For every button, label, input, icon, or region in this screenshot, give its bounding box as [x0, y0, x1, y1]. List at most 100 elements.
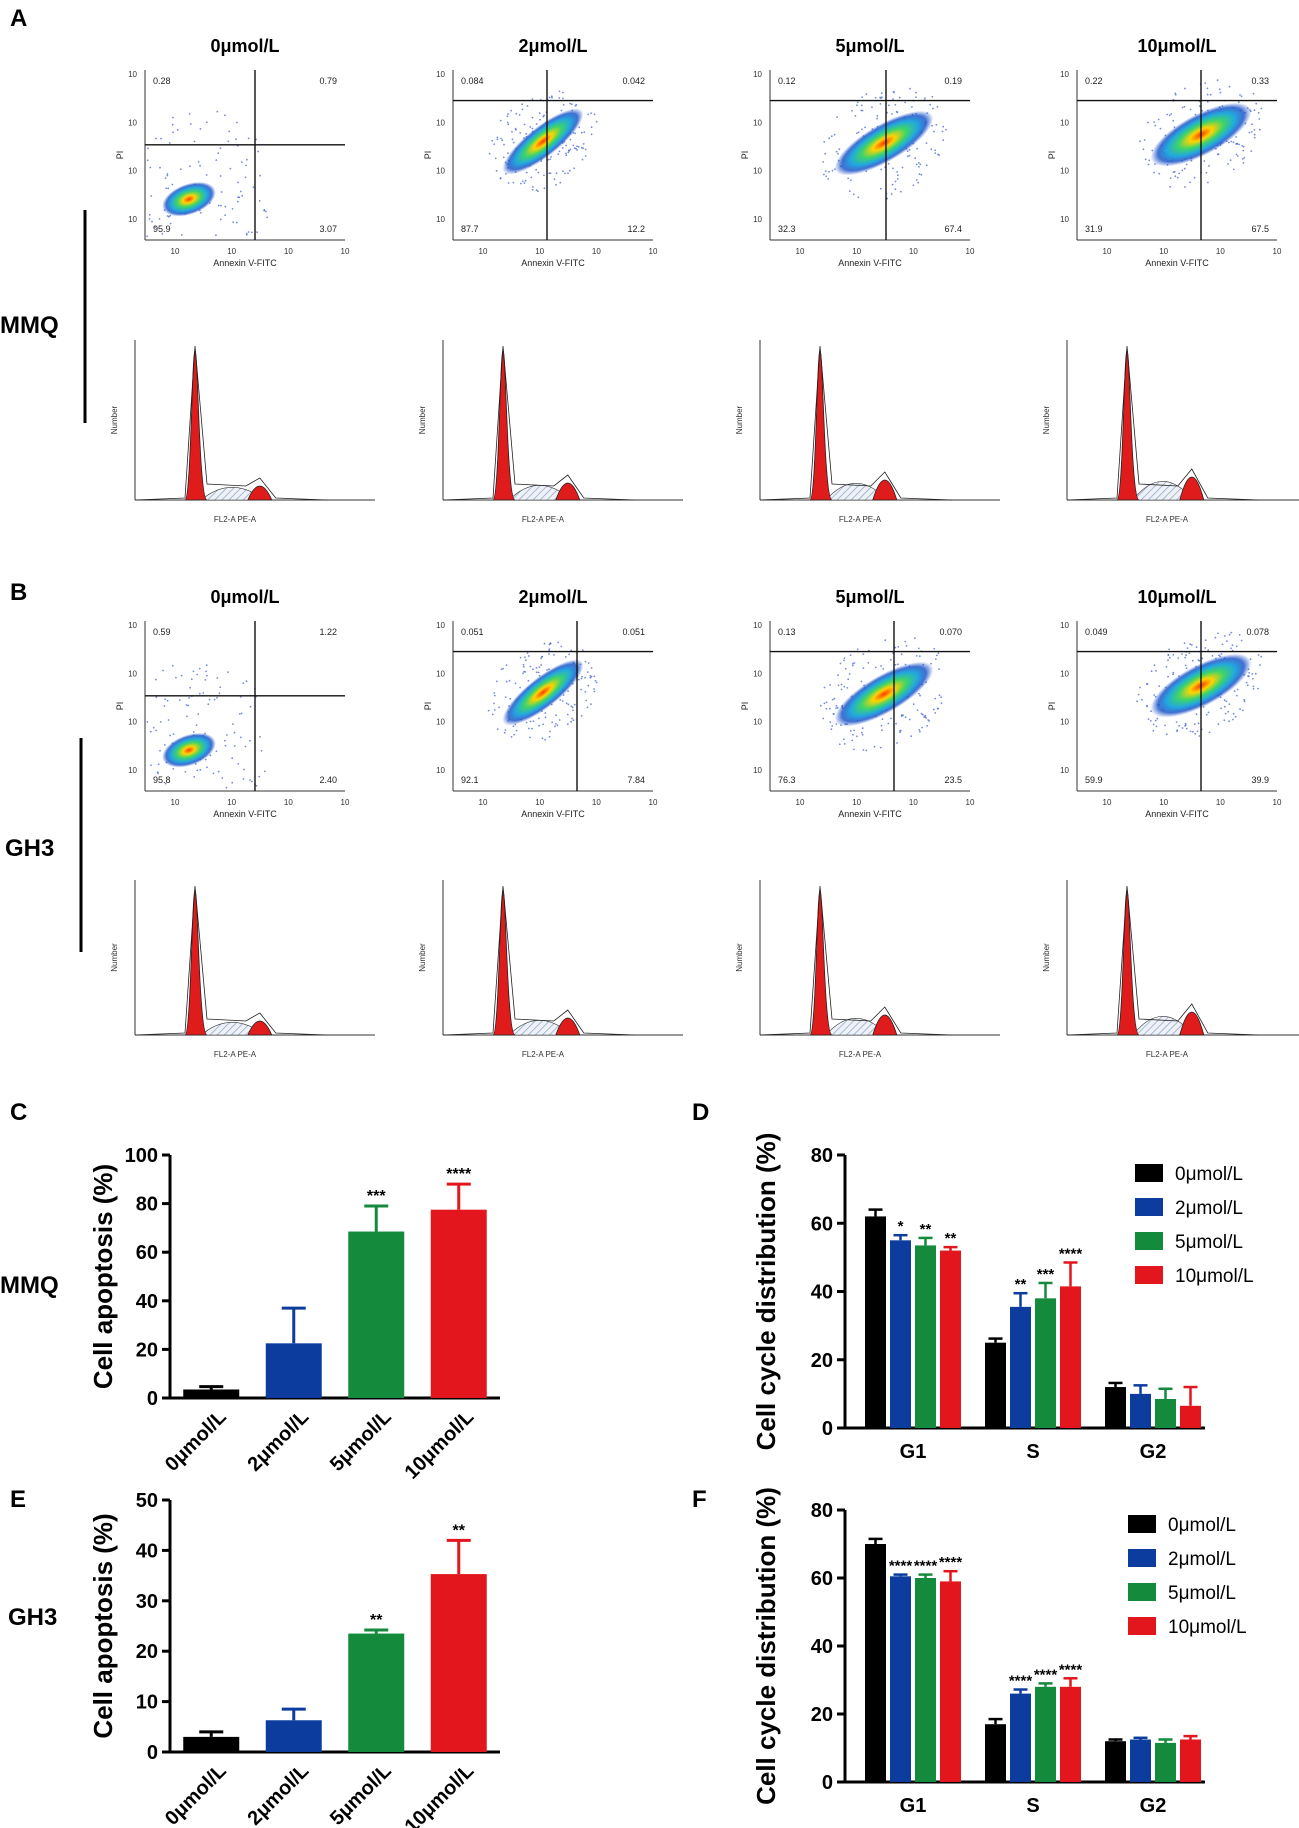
legend-swatch: [1135, 1198, 1163, 1216]
scatter-dot: [931, 124, 933, 127]
scatter-dot: [1223, 699, 1226, 702]
panel-label-d: D: [692, 1099, 709, 1126]
quadrant-ul-value: 0.28: [153, 76, 171, 86]
y-tick-label: 10: [436, 669, 445, 678]
scatter-dot: [1168, 114, 1171, 117]
legend-label: 5μmol/L: [1168, 1583, 1236, 1604]
scatter-dot: [245, 164, 248, 167]
scatter-dot: [910, 735, 913, 738]
scatter-dot: [899, 730, 901, 732]
quadrant-ll-value: 95.8: [153, 775, 171, 785]
scatter-dot: [570, 649, 573, 652]
scatter-dot: [548, 172, 551, 175]
scatter-dot: [918, 729, 921, 731]
scatter-dot: [493, 143, 496, 146]
scatter-dot: [828, 170, 830, 173]
scatter-dot: [861, 128, 863, 131]
scatter-dot: [197, 713, 200, 715]
scatter-dot: [1250, 150, 1253, 153]
scatter-dot: [584, 676, 586, 679]
scatter-dot: [249, 705, 252, 708]
scatter-dot: [524, 656, 526, 659]
quadrant-lr-value: 3.07: [319, 224, 337, 234]
scatter-dot: [206, 674, 208, 677]
scatter-dot: [938, 154, 941, 157]
scatter-dot: [824, 152, 827, 155]
scatter-dot: [555, 172, 558, 175]
bar-G2-2μmol/L: [1130, 1393, 1151, 1428]
scatter-y-label: PI: [115, 702, 125, 711]
chart-C: 0 20 40 60 80 100 Cell apoptosis (%) 0μmol/L 2μm…: [88, 1145, 500, 1484]
scatter-dot: [231, 208, 234, 210]
scatter-dot: [1153, 171, 1156, 174]
scatter-dot: [893, 91, 895, 94]
scatter-dot: [523, 123, 526, 126]
scatter-dot: [589, 676, 592, 679]
bar-G2-10μmol/L: [1180, 1739, 1201, 1782]
scatter-dot: [1248, 131, 1251, 134]
scatter-dot: [496, 138, 499, 141]
legend-label: 10μmol/L: [1168, 1617, 1247, 1638]
scatter-dot: [585, 699, 588, 702]
scatter-dot: [1253, 109, 1256, 112]
x-tick-label: G1: [900, 1795, 927, 1817]
scatter-dot: [918, 655, 921, 658]
scatter-dot: [912, 703, 915, 706]
scatter-dot: [494, 157, 497, 160]
scatter-x-label: Annexin V-FITC: [521, 809, 585, 819]
scatter-dot: [908, 148, 911, 151]
scatter-dot: [557, 153, 560, 156]
scatter-dot: [940, 702, 943, 704]
scatter-dot: [499, 177, 502, 180]
x-tick-label: 0μmol/L: [161, 1406, 231, 1476]
scatter-dot: [941, 130, 944, 133]
flow-panel-gh3-0: 0μmol/L 0.59 1.22 95.8 2.40 10 10 10 10 10 10 10 10 A…: [110, 587, 375, 1059]
y-tick-label: 10: [753, 167, 762, 176]
scatter-dot: [581, 158, 584, 161]
scatter-dot: [561, 147, 564, 149]
scatter-dot: [888, 104, 890, 107]
scatter-dot: [564, 172, 566, 175]
scatter-dot: [558, 97, 561, 99]
scatter-dot: [915, 91, 917, 94]
scatter-dot: [1252, 677, 1254, 680]
scatter-dot: [541, 737, 544, 740]
scatter-dot: [1169, 185, 1171, 188]
scatter-dot: [151, 220, 153, 223]
scatter-dot: [557, 641, 560, 644]
scatter-dot: [524, 180, 527, 182]
scatter-dot: [1172, 653, 1175, 656]
scatter-dot: [918, 692, 920, 695]
scatter-dot: [937, 652, 940, 655]
legend-swatch: [1135, 1266, 1163, 1284]
scatter-dot: [1193, 176, 1196, 179]
scatter-dot: [590, 133, 593, 136]
scatter-dot: [915, 163, 918, 166]
scatter-dot: [825, 175, 827, 178]
scatter-dot: [572, 144, 575, 147]
scatter-dot: [1224, 712, 1227, 715]
scatter-dot: [184, 771, 187, 773]
legend-label: 0μmol/L: [1168, 1515, 1236, 1536]
scatter-dot: [576, 145, 578, 148]
bar-G2-2μmol/L: [1130, 1739, 1151, 1782]
scatter-dot: [553, 654, 555, 656]
scatter-dot: [215, 234, 217, 237]
scatter-dot: [193, 140, 196, 143]
scatter-dot: [1146, 682, 1149, 685]
scatter-dot: [1243, 700, 1246, 703]
scatter-dot: [192, 670, 195, 673]
scatter-dot: [1205, 713, 1208, 716]
scatter-dot: [919, 694, 921, 697]
scatter-dot: [511, 138, 514, 141]
x-tick-label: S: [1026, 1795, 1039, 1817]
scatter-dot: [932, 107, 934, 110]
scatter-dot: [1142, 148, 1145, 151]
scatter-dot: [216, 696, 218, 699]
scatter-dot: [171, 664, 174, 667]
scatter-dot: [525, 659, 527, 662]
scatter-dot: [571, 103, 573, 106]
bar-S-0μmol/L: [985, 1342, 1006, 1428]
scatter-dot: [580, 714, 583, 717]
y-tick-label: 50: [136, 1490, 158, 1512]
